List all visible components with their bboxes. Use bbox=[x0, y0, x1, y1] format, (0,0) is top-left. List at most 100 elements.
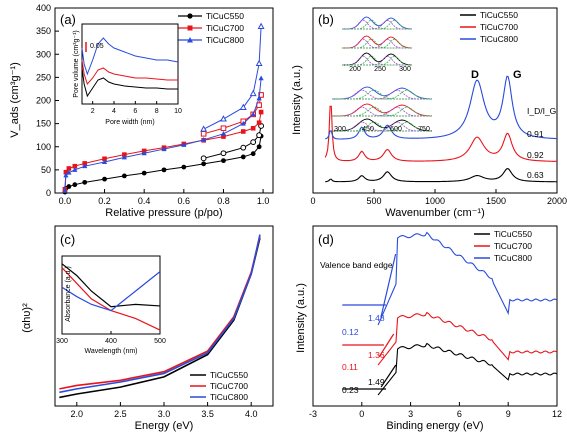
panel-a-ticks: 0.0 0.2 0.4 0.6 0.8 1.0 0 50 100 150 200 250 300 350 4… bbox=[36, 3, 269, 206]
legend-a-ticuc700: TiCuC700 bbox=[206, 23, 244, 33]
panel-a-xlabel: Relative pressure (p/po) bbox=[105, 207, 222, 219]
x-tick-label: 0 bbox=[310, 196, 315, 206]
legend-marker-ticuc700 bbox=[187, 25, 193, 31]
data-point bbox=[240, 120, 246, 126]
vb-spectrum-ticuc700 bbox=[377, 311, 558, 366]
panel-d-label: (d) bbox=[318, 232, 334, 247]
fitted-peak bbox=[331, 121, 432, 132]
data-point bbox=[201, 137, 207, 142]
panel-b-series bbox=[324, 75, 558, 183]
tauc-plot-ticuc800 bbox=[59, 234, 261, 394]
data-point bbox=[72, 163, 78, 169]
data-point bbox=[102, 176, 107, 182]
ratio-label: I_D/I_G bbox=[527, 106, 556, 116]
inset-psd-ticuc700 bbox=[81, 59, 178, 85]
panel-b: (b) 0 500 1000 1500 2000 Wavenumber (cm⁻¹) I… bbox=[291, 7, 567, 219]
data-point bbox=[62, 187, 68, 193]
data-point bbox=[221, 158, 226, 164]
data-point bbox=[250, 139, 257, 146]
panel-d-legend: TiCuC550 TiCuC700 TiCuC800 bbox=[474, 229, 532, 263]
y-tick-label: 300 bbox=[36, 49, 51, 59]
data-point bbox=[141, 170, 147, 176]
legend-b-ticuc550: TiCuC550 bbox=[480, 10, 518, 20]
panel-d-ylabel: Intensity (a.u.) bbox=[295, 283, 307, 353]
legend-marker-ticuc550 bbox=[187, 13, 193, 19]
data-point bbox=[181, 142, 187, 147]
panel-c-xlabel: Energy (eV) bbox=[135, 420, 194, 432]
deconvolution-spectrum bbox=[331, 86, 433, 100]
fitted-peak bbox=[332, 121, 432, 132]
fitted-peak bbox=[331, 106, 432, 117]
data-point bbox=[82, 179, 88, 185]
inset-x-tick-label: 400 bbox=[105, 338, 117, 345]
legend-c-ticuc700: TiCuC700 bbox=[210, 381, 248, 391]
fitted-peak bbox=[332, 121, 433, 132]
inset-x-tick-label: 4 bbox=[112, 108, 116, 115]
inset-x-tick-label: 2 bbox=[91, 108, 95, 115]
inset-psd-ticuc550 bbox=[81, 67, 178, 98]
legend-c-ticuc800: TiCuC800 bbox=[210, 392, 248, 402]
vb-left-ticuc550: 0.23 bbox=[342, 385, 359, 395]
panel-a-ylabel: V_ads (cm³g⁻¹) bbox=[9, 62, 21, 138]
inset-x-tick-label: 8 bbox=[155, 108, 159, 115]
data-point bbox=[220, 125, 227, 132]
data-point bbox=[161, 146, 167, 152]
fitted-peak bbox=[331, 89, 432, 100]
vb-edge-ticuc700: 1.36 bbox=[368, 350, 385, 360]
legend-b-ticuc700: TiCuC700 bbox=[480, 22, 518, 32]
y-tick-label: 100 bbox=[36, 142, 51, 152]
data-point bbox=[201, 161, 207, 167]
data-point bbox=[66, 169, 72, 175]
data-point bbox=[240, 129, 246, 134]
data-point bbox=[239, 103, 247, 110]
panel-c-inset: 300 400 500 Wavelength (nm) Absorbance (a.… bbox=[56, 255, 166, 355]
data-point bbox=[72, 182, 78, 188]
inset-absorbance-ticuc550 bbox=[61, 263, 161, 308]
data-point bbox=[121, 154, 127, 160]
fitted-peak bbox=[332, 106, 433, 117]
legend-marker-ticuc800 bbox=[187, 37, 193, 43]
fitted-peak bbox=[342, 55, 413, 66]
y-tick-label: 50 bbox=[41, 165, 51, 175]
ratio-ticuc800: 0.91 bbox=[527, 129, 544, 139]
raman-spectrum-ticuc700 bbox=[324, 105, 558, 162]
fitted-peak bbox=[332, 121, 433, 132]
fitted-peak bbox=[332, 89, 433, 100]
data-point bbox=[256, 144, 262, 150]
data-point bbox=[250, 111, 256, 117]
fitted-peak bbox=[342, 38, 412, 49]
data-point bbox=[240, 144, 247, 151]
x-tick-label: 0 bbox=[359, 409, 364, 419]
x-tick-label: 2000 bbox=[547, 196, 567, 206]
x-tick-label: 0.4 bbox=[138, 196, 151, 206]
x-tick-label: 0.0 bbox=[59, 196, 72, 206]
inset-b-bottom-tick-3: 600 bbox=[390, 126, 402, 133]
isotherm-adsorption-ticuc700 bbox=[64, 111, 262, 190]
fitted-peak bbox=[342, 19, 412, 30]
panel-d-xlabel: Binding energy (eV) bbox=[386, 420, 483, 432]
fitted-peak bbox=[332, 89, 432, 100]
panel-c-label: (c) bbox=[60, 232, 75, 247]
data-point bbox=[220, 115, 227, 122]
vb-tangent-ticuc550 bbox=[380, 364, 397, 388]
legend-c-ticuc550: TiCuC550 bbox=[210, 370, 248, 380]
vb-tangent-ticuc800 bbox=[380, 253, 397, 318]
fitted-peak bbox=[342, 19, 413, 30]
deconvolution-spectrum bbox=[331, 118, 433, 132]
panel-a-inset-ticks: 2 4 6 8 10 bbox=[91, 101, 182, 115]
x-tick-label: 2.0 bbox=[71, 409, 84, 419]
ratio-ticuc700: 0.92 bbox=[527, 150, 544, 160]
legend-d-ticuc550: TiCuC550 bbox=[494, 229, 532, 239]
panel-c: (c) 2.0 2.5 3.0 3.5 4.0 Energy (eV) (αhυ)² T… bbox=[21, 225, 274, 432]
deconvolution-spectrum bbox=[331, 103, 433, 117]
panel-a-inset-series bbox=[81, 37, 179, 98]
inset-x-tick-label: 6 bbox=[133, 108, 137, 115]
legend-a-ticuc550: TiCuC550 bbox=[206, 11, 244, 21]
inset-b-bottom-tick-2: 450 bbox=[362, 126, 374, 133]
data-point bbox=[258, 109, 264, 115]
inset-psd-ticuc800 bbox=[81, 37, 179, 76]
data-point bbox=[141, 150, 147, 156]
data-point bbox=[255, 59, 263, 66]
data-point bbox=[256, 120, 262, 125]
data-point bbox=[181, 164, 187, 170]
